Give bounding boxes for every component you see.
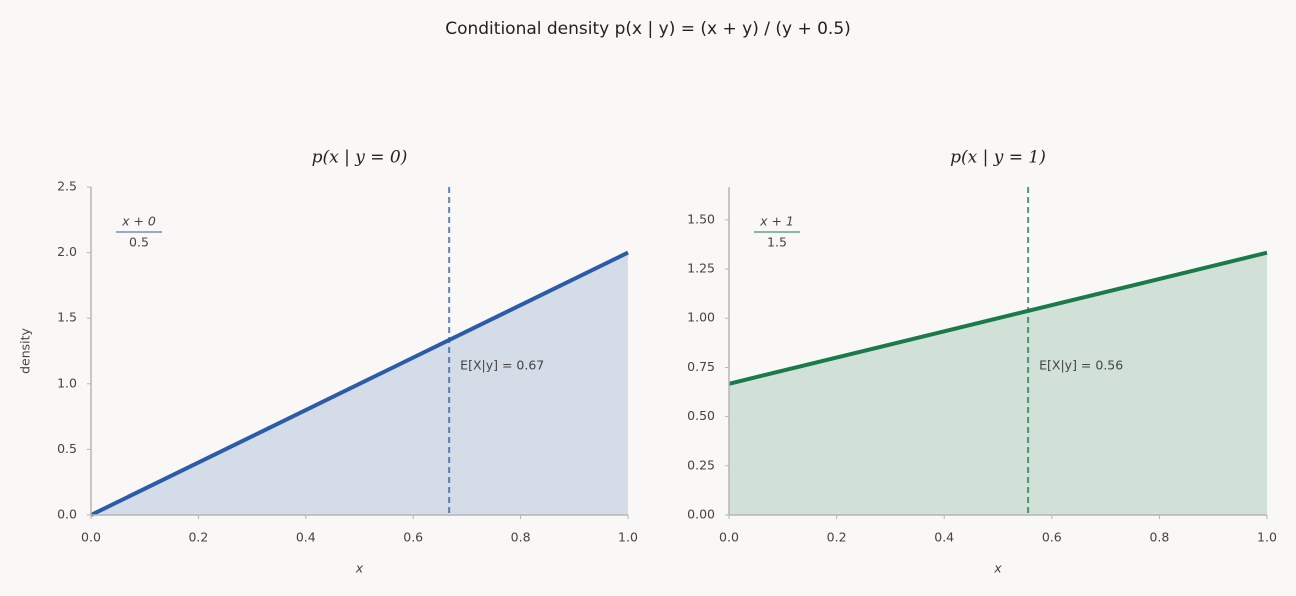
figure-title: Conditional density p(x | y) = (x + y) /… (445, 19, 851, 39)
x-tick-label: 0.6 (1042, 530, 1062, 545)
x-tick-label: 0.0 (719, 530, 739, 545)
x-tick-label: 0.6 (403, 530, 423, 545)
y-tick-label: 0.0 (57, 507, 77, 522)
x-tick-label: 1.0 (1257, 530, 1277, 545)
mean-label: E[X|y] = 0.67 (460, 358, 544, 373)
y-tick-label: 2.5 (57, 179, 77, 194)
area (729, 252, 1267, 515)
x-tick-label: 0.0 (81, 530, 101, 545)
y-tick-label: 0.75 (687, 359, 715, 374)
y-tick-label: 1.0 (57, 375, 77, 390)
density-line (90, 250, 629, 517)
x-tick-label: 0.4 (296, 530, 316, 545)
y-tick-label: 1.5 (57, 310, 77, 325)
x-tick-label: 1.0 (618, 530, 638, 545)
x-tick-label: 0.2 (188, 530, 208, 545)
x-axis-label: x (993, 561, 1002, 576)
subplot-title: p(x | y = 1) (950, 148, 1046, 168)
x-tick-label: 0.8 (1149, 530, 1169, 545)
y-tick-label: 0.25 (687, 457, 715, 472)
y-tick-label: 1.25 (687, 261, 715, 276)
x-axis-label: x (355, 561, 364, 576)
formula-denominator: 1.5 (767, 235, 787, 250)
x-tick-label: 0.8 (511, 530, 531, 545)
formula-numerator: x + 0 (121, 214, 156, 229)
formula-denominator: 0.5 (129, 235, 149, 250)
y-axis-label: density (18, 327, 33, 373)
x-tick-label: 0.4 (934, 530, 954, 545)
x-tick-label: 0.2 (827, 530, 847, 545)
mean-label: E[X|y] = 0.56 (1039, 358, 1123, 373)
density-line (728, 250, 1268, 386)
y-tick-label: 0.00 (687, 507, 715, 522)
y-tick-label: 1.50 (687, 211, 715, 226)
y-tick-label: 0.5 (57, 441, 77, 456)
y-tick-label: 1.00 (687, 310, 715, 325)
subplot-title: p(x | y = 0) (312, 148, 408, 168)
y-tick-label: 0.50 (687, 408, 715, 423)
formula-numerator: x + 1 (759, 214, 794, 229)
y-tick-label: 2.0 (57, 244, 77, 259)
